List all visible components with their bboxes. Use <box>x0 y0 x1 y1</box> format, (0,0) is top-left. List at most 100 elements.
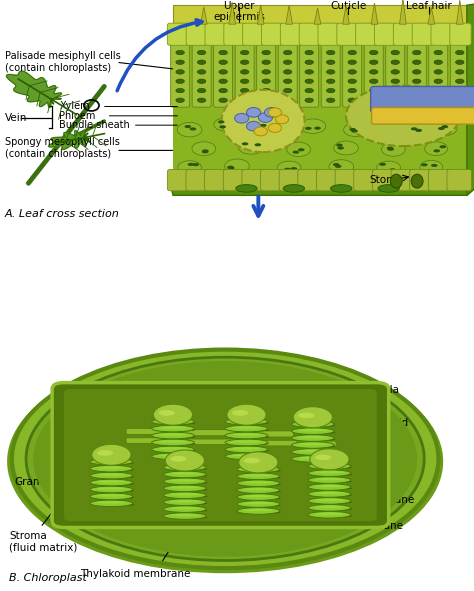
Ellipse shape <box>412 50 421 55</box>
Polygon shape <box>428 7 435 24</box>
Ellipse shape <box>305 127 311 130</box>
Ellipse shape <box>92 444 131 465</box>
Polygon shape <box>229 2 236 24</box>
Text: Stoma: Stoma <box>370 175 403 185</box>
Ellipse shape <box>231 427 262 428</box>
Ellipse shape <box>254 127 267 136</box>
Ellipse shape <box>382 142 405 156</box>
Ellipse shape <box>170 486 200 488</box>
Ellipse shape <box>93 496 134 499</box>
Ellipse shape <box>237 508 280 514</box>
FancyBboxPatch shape <box>450 23 471 46</box>
Ellipse shape <box>240 79 249 83</box>
Ellipse shape <box>225 446 268 453</box>
Ellipse shape <box>246 121 261 131</box>
Ellipse shape <box>164 499 206 505</box>
Ellipse shape <box>346 86 460 146</box>
Ellipse shape <box>192 163 199 166</box>
Text: Outer membrane: Outer membrane <box>313 521 403 531</box>
Ellipse shape <box>240 469 281 472</box>
Ellipse shape <box>184 125 191 128</box>
Ellipse shape <box>166 467 207 470</box>
Ellipse shape <box>262 50 271 55</box>
Ellipse shape <box>308 498 351 504</box>
FancyBboxPatch shape <box>373 170 397 191</box>
Ellipse shape <box>348 98 356 102</box>
Ellipse shape <box>218 121 225 124</box>
Ellipse shape <box>308 470 351 476</box>
Ellipse shape <box>311 501 352 504</box>
Ellipse shape <box>292 449 334 455</box>
Polygon shape <box>400 0 406 24</box>
FancyBboxPatch shape <box>126 438 182 443</box>
Ellipse shape <box>308 491 351 497</box>
Ellipse shape <box>164 471 206 478</box>
Ellipse shape <box>298 443 328 445</box>
Ellipse shape <box>197 79 206 83</box>
Ellipse shape <box>170 507 200 509</box>
Ellipse shape <box>222 90 305 152</box>
Ellipse shape <box>327 50 335 55</box>
Text: Upper
epidermis: Upper epidermis <box>213 1 265 22</box>
Ellipse shape <box>228 449 269 453</box>
Ellipse shape <box>294 458 335 462</box>
Ellipse shape <box>311 473 352 476</box>
Ellipse shape <box>262 88 271 93</box>
Ellipse shape <box>197 60 206 64</box>
Ellipse shape <box>314 485 344 487</box>
Ellipse shape <box>284 168 291 171</box>
Ellipse shape <box>225 453 268 460</box>
FancyBboxPatch shape <box>372 108 474 124</box>
Ellipse shape <box>291 167 297 170</box>
Ellipse shape <box>192 142 216 155</box>
FancyBboxPatch shape <box>181 430 237 436</box>
Ellipse shape <box>287 142 310 157</box>
Ellipse shape <box>308 511 351 518</box>
Ellipse shape <box>197 98 206 102</box>
Ellipse shape <box>348 70 356 74</box>
Ellipse shape <box>158 440 188 443</box>
Ellipse shape <box>456 79 464 83</box>
Ellipse shape <box>412 98 421 102</box>
Ellipse shape <box>170 514 200 516</box>
Ellipse shape <box>155 456 195 459</box>
Ellipse shape <box>308 483 351 491</box>
Ellipse shape <box>165 450 204 471</box>
Ellipse shape <box>240 60 249 64</box>
FancyBboxPatch shape <box>354 170 378 191</box>
Ellipse shape <box>227 165 234 168</box>
Ellipse shape <box>166 515 207 519</box>
Ellipse shape <box>202 150 209 152</box>
Ellipse shape <box>93 461 134 465</box>
Ellipse shape <box>237 487 280 493</box>
Ellipse shape <box>93 489 134 492</box>
Ellipse shape <box>327 70 335 74</box>
Ellipse shape <box>166 481 207 485</box>
Ellipse shape <box>292 428 334 434</box>
Ellipse shape <box>244 488 273 491</box>
FancyBboxPatch shape <box>243 23 264 46</box>
Ellipse shape <box>93 482 134 486</box>
Polygon shape <box>371 3 378 24</box>
FancyBboxPatch shape <box>64 389 377 521</box>
Text: ©DaveCarlson: ©DaveCarlson <box>332 442 383 448</box>
Ellipse shape <box>412 60 421 64</box>
Ellipse shape <box>97 501 126 504</box>
Ellipse shape <box>262 60 271 64</box>
Ellipse shape <box>391 79 400 83</box>
Polygon shape <box>314 8 321 24</box>
Ellipse shape <box>176 60 184 64</box>
FancyBboxPatch shape <box>412 23 434 46</box>
Ellipse shape <box>158 447 188 450</box>
Ellipse shape <box>164 492 206 499</box>
Ellipse shape <box>298 422 328 424</box>
Ellipse shape <box>292 456 334 462</box>
Ellipse shape <box>330 184 352 192</box>
Ellipse shape <box>314 512 344 515</box>
Ellipse shape <box>26 357 424 560</box>
FancyBboxPatch shape <box>235 41 254 107</box>
FancyBboxPatch shape <box>52 382 389 527</box>
FancyBboxPatch shape <box>279 170 304 191</box>
Ellipse shape <box>170 479 200 482</box>
Ellipse shape <box>391 98 400 102</box>
